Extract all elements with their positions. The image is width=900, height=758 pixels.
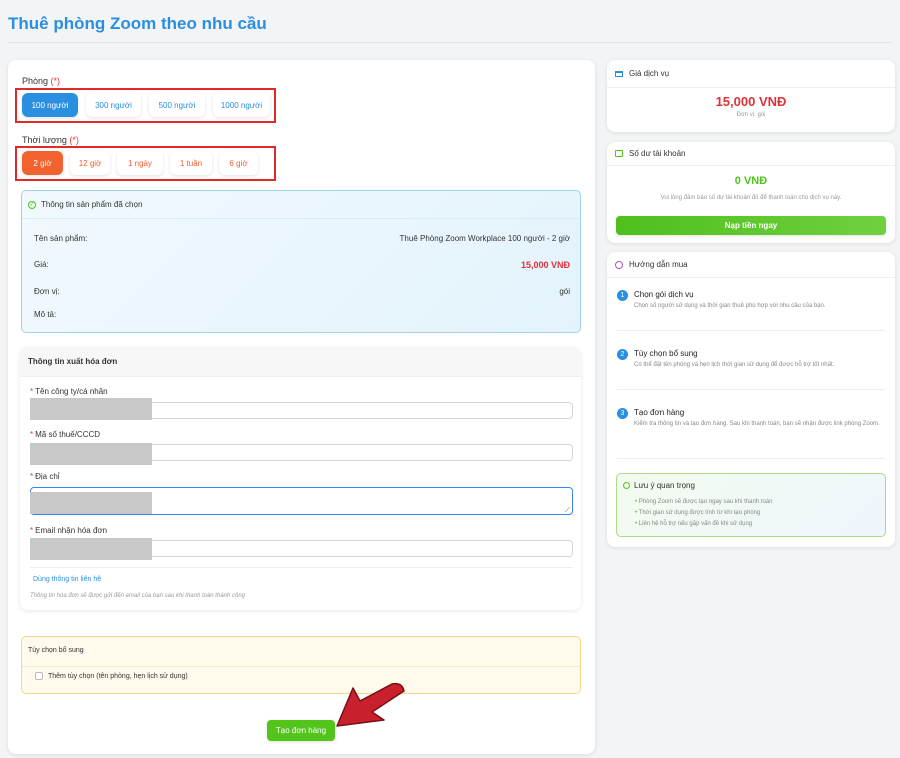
duration-label: Thời lượng (*) [22, 135, 79, 145]
price-card-title: Giá dịch vụ [629, 69, 670, 78]
price-unit: Đơn vị: gói [736, 112, 766, 118]
row-value: gói [559, 287, 570, 296]
invoice-note: Thông tin hóa đơn sẽ được gửi đến email … [30, 593, 246, 599]
create-order-button[interactable]: Tạo đơn hàng [267, 720, 335, 741]
product-row-name: Tên sản phẩm: Thuê Phòng Zoom Workplace 1… [34, 234, 570, 243]
notice-item: • Phòng Zoom sẽ được tạo ngay sau khi th… [635, 499, 773, 505]
room-highlight [15, 88, 276, 123]
product-header: Thông tin sản phẩm đã chọn [41, 200, 143, 209]
important-notice: Lưu ý quan trọng • Phòng Zoom sẽ được tạ… [616, 473, 886, 537]
divider [617, 458, 885, 459]
redacted-value [30, 538, 152, 560]
room-label-text: Phòng [22, 76, 49, 86]
duration-option-12h[interactable]: 12 giờ [70, 151, 110, 175]
top-up-button[interactable]: Nạp tiền ngay [616, 216, 886, 235]
required-mark: (*) [69, 135, 79, 145]
duration-label-text: Thời lượng [22, 135, 67, 145]
row-value: Thuê Phòng Zoom Workplace 100 người - 2 … [399, 234, 570, 243]
company-name-label: Tên công ty/cá nhân [30, 387, 108, 396]
credit-card-icon [615, 70, 623, 77]
step-desc: Kiểm tra thông tin và tạo đơn hàng. Sau … [634, 421, 880, 427]
balance-card-title: Số dư tài khoản [629, 149, 686, 158]
tax-id-label: Mã số thuế/CCCD [30, 430, 100, 439]
help-circle-icon [615, 260, 623, 269]
row-label: Mô tả: [34, 310, 57, 319]
row-label: Tên sản phẩm: [34, 234, 88, 243]
product-row-unit: Đơn vị: gói [34, 287, 570, 296]
step-title: Chọn gói dịch vụ [634, 290, 694, 299]
row-label: Đơn vị: [34, 287, 60, 296]
notice-item-text: Liên hệ hỗ trợ nếu gặp vấn đề khi sử dụn… [638, 521, 753, 527]
notice-item-text: Thời gian sử dụng được tính từ khi tạo p… [638, 510, 761, 516]
balance-note: Vui lòng đảm bảo số dư tài khoản đủ để t… [660, 195, 842, 201]
extras-panel: Tùy chọn bổ sung Thêm tùy chọn (tên phòn… [21, 636, 581, 694]
notice-item-text: Phòng Zoom sẽ được tạo ngay sau khi than… [638, 499, 773, 505]
row-label: Giá: [34, 260, 49, 269]
page-title: Thuê phòng Zoom theo nhu cầu [8, 14, 267, 33]
extras-checkbox[interactable] [35, 672, 43, 680]
extras-checkbox-label[interactable]: Thêm tùy chọn (tên phòng, hẹn lịch sử dụ… [48, 672, 188, 680]
step-desc: Chọn số người sử dụng và thời gian thuê … [634, 303, 826, 309]
divider [8, 42, 892, 43]
step-title: Tạo đơn hàng [634, 408, 685, 417]
step-number: 2 [617, 349, 628, 360]
guide-title: Hướng dẫn mua [629, 260, 688, 269]
selected-product-panel: ✓ Thông tin sản phẩm đã chọn Tên sản phẩ… [21, 190, 581, 333]
room-option-100[interactable]: 100 người [22, 93, 78, 117]
resize-handle-icon[interactable]: ⟋ [565, 507, 570, 514]
use-contact-info-link[interactable]: Dùng thông tin liên hệ [33, 576, 102, 583]
duration-option-1day[interactable]: 1 ngày [117, 151, 163, 175]
duration-option-1week[interactable]: 1 tuần [170, 151, 212, 175]
purchase-guide-card: Hướng dẫn mua 1 Chọn gói dịch vụ Chọn số n… [607, 252, 895, 547]
divider [30, 567, 573, 568]
step-title: Tùy chọn bổ sung [634, 349, 698, 358]
product-row-desc: Mô tả: [34, 310, 570, 319]
notice-title: Lưu ý quan trọng [634, 481, 695, 490]
duration-option-2h[interactable]: 2 giờ [22, 151, 63, 175]
duration-highlight [15, 146, 276, 181]
row-value: 15,000 VNĐ [520, 260, 570, 270]
address-label: Địa chỉ [30, 472, 59, 481]
email-label: Email nhận hóa đơn [30, 526, 107, 535]
step-number: 3 [617, 408, 628, 419]
invoice-header: Thông tin xuất hóa đơn [20, 347, 581, 377]
balance-card: Số dư tài khoản 0 VNĐ Vui lòng đảm bảo s… [607, 142, 895, 243]
notice-item: • Thời gian sử dụng được tính từ khi tạo… [635, 510, 761, 516]
room-label: Phòng (*) [22, 76, 60, 86]
check-circle-icon [623, 482, 630, 489]
room-option-500[interactable]: 500 người [149, 93, 205, 117]
invoice-card: Thông tin xuất hóa đơn Tên công ty/cá nh… [20, 347, 581, 610]
red-arrow-annotation [336, 682, 405, 727]
step-number: 1 [617, 290, 628, 301]
room-option-300[interactable]: 300 người [86, 93, 141, 117]
product-row-price: Giá: 15,000 VNĐ [34, 260, 570, 270]
check-circle-icon: ✓ [28, 200, 36, 209]
wallet-icon [615, 150, 623, 157]
room-option-1000[interactable]: 1000 người [213, 93, 270, 117]
service-price: 15,000 VNĐ [715, 94, 787, 109]
extras-header: Tùy chọn bổ sung [22, 637, 580, 667]
step-desc: Có thể đặt tên phòng và hẹn lịch thời gi… [634, 362, 835, 368]
required-mark: (*) [50, 76, 61, 86]
duration-option-6h[interactable]: 6 giờ [219, 151, 258, 175]
account-balance: 0 VNĐ [734, 175, 768, 187]
redacted-value [30, 443, 152, 465]
redacted-value [30, 398, 152, 420]
price-card: Giá dịch vụ 15,000 VNĐ Đơn vị: gói [607, 60, 895, 132]
divider [617, 389, 885, 390]
redacted-value [30, 492, 152, 514]
notice-item: • Liên hệ hỗ trợ nếu gặp vấn đề khi sử d… [635, 521, 753, 527]
divider [617, 330, 885, 331]
